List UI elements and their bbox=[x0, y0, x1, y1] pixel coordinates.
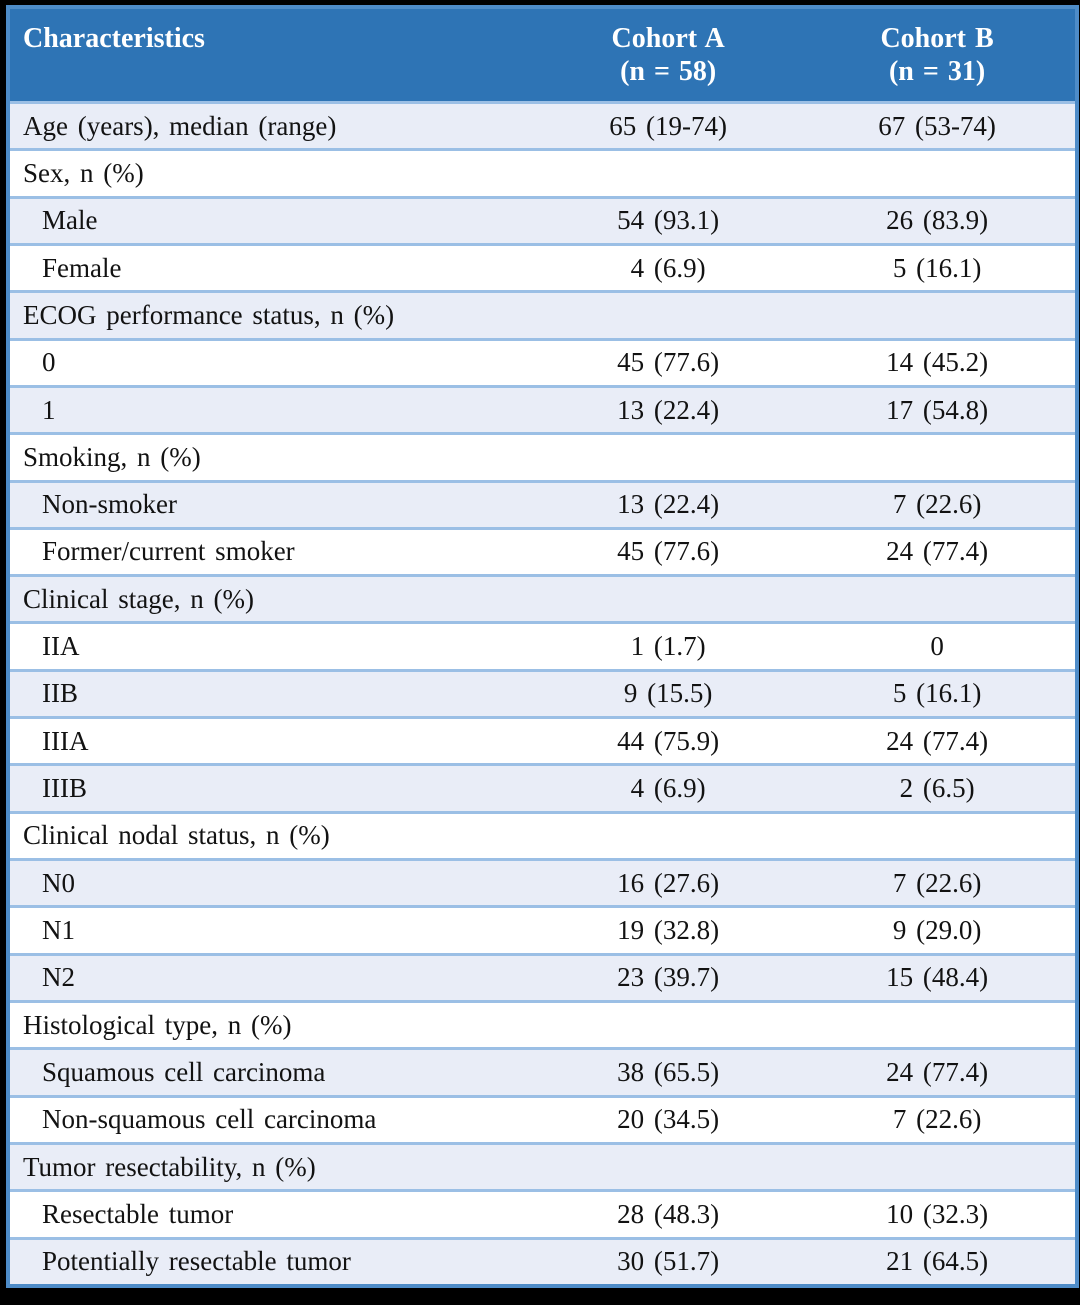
row-label: IIIB bbox=[42, 773, 87, 804]
cohort-a-value: 16 (27.6) bbox=[617, 867, 720, 898]
row-label: Squamous cell carcinoma bbox=[42, 1056, 326, 1087]
cohort-a-value: 9 (15.5) bbox=[623, 678, 713, 709]
cohort-b-value: 5 (16.1) bbox=[892, 678, 982, 709]
header-cohort-a-label: Cohort A bbox=[611, 23, 725, 54]
cohort-b-value: 15 (48.4) bbox=[886, 962, 989, 993]
table-row: Potentially resectable tumor 30 (51.7) 2… bbox=[10, 1239, 1075, 1284]
header-characteristics: Characteristics bbox=[10, 9, 537, 101]
cohort-b-value: 26 (83.9) bbox=[886, 205, 989, 236]
cohort-a-value: 30 (51.7) bbox=[617, 1246, 720, 1277]
table-row: Smoking, n (%) bbox=[10, 435, 1075, 483]
row-label: Former/current smoker bbox=[42, 536, 295, 567]
table-row: Non-smoker 13 (22.4) 7 (22.6) bbox=[10, 482, 1075, 530]
cohort-b-value: 2 (6.5) bbox=[899, 773, 975, 804]
cohort-b-value: 24 (77.4) bbox=[886, 536, 989, 567]
row-label: Resectable tumor bbox=[42, 1198, 234, 1229]
table-row: 0 45 (77.6) 14 (45.2) bbox=[10, 340, 1075, 388]
row-label: Age (years), median (range) bbox=[23, 110, 337, 141]
cohort-a-value: 54 (93.1) bbox=[617, 205, 720, 236]
table-row: Squamous cell carcinoma 38 (65.5) 24 (77… bbox=[10, 1050, 1075, 1098]
row-label: 1 bbox=[42, 394, 56, 425]
cohort-a-value: 45 (77.6) bbox=[617, 347, 720, 378]
cohort-a-value: 65 (19-74) bbox=[609, 110, 728, 141]
cohort-a-value: 44 (75.9) bbox=[617, 725, 720, 756]
table-row: IIB 9 (15.5) 5 (16.1) bbox=[10, 671, 1075, 720]
header-cohort-b-n: (n = 31) bbox=[888, 56, 986, 88]
table-row: Sex, n (%) bbox=[10, 151, 1075, 199]
cohort-a-value: 28 (48.3) bbox=[617, 1198, 720, 1229]
header-cohort-a-n: (n = 58) bbox=[620, 56, 717, 88]
cohort-b-value: 17 (54.8) bbox=[886, 394, 989, 425]
row-label: Histological type, n (%) bbox=[23, 1009, 292, 1040]
cohort-a-value: 13 (22.4) bbox=[617, 394, 720, 425]
table-row: ECOG performance status, n (%) bbox=[10, 293, 1075, 341]
row-label: ECOG performance status, n (%) bbox=[23, 299, 395, 330]
header-cohort-a: Cohort A (n = 58) bbox=[537, 9, 799, 101]
table-row: Male 54 (93.1) 26 (83.9) bbox=[10, 198, 1075, 246]
header-characteristics-label: Characteristics bbox=[23, 23, 205, 54]
row-label: Sex, n (%) bbox=[23, 157, 144, 188]
cohort-a-value: 4 (6.9) bbox=[630, 773, 706, 804]
cohort-a-value: 13 (22.4) bbox=[617, 489, 720, 520]
table-row: Histological type, n (%) bbox=[10, 1002, 1075, 1051]
row-label: Male bbox=[42, 205, 98, 236]
cohort-a-value: 20 (34.5) bbox=[617, 1104, 720, 1135]
table-row: N1 19 (32.8) 9 (29.0) bbox=[10, 908, 1075, 956]
cohort-b-value: 24 (77.4) bbox=[886, 1056, 989, 1087]
table-row: IIA 1 (1.7) 0 bbox=[10, 624, 1075, 672]
cohort-b-value: 5 (16.1) bbox=[892, 252, 982, 283]
row-label: IIA bbox=[42, 631, 80, 662]
table-row: Clinical nodal status, n (%) bbox=[10, 813, 1075, 861]
table-row: Age (years), median (range) 65 (19-74) 6… bbox=[10, 104, 1075, 152]
table-row: N2 23 (39.7) 15 (48.4) bbox=[10, 955, 1075, 1003]
cohort-b-value: 7 (22.6) bbox=[892, 867, 982, 898]
header-cohort-b-label: Cohort B bbox=[880, 23, 994, 54]
table-row: Clinical stage, n (%) bbox=[10, 577, 1075, 625]
cohort-b-value: 21 (64.5) bbox=[886, 1246, 989, 1277]
row-label: Clinical stage, n (%) bbox=[23, 583, 254, 614]
cohort-b-value: 14 (45.2) bbox=[886, 347, 989, 378]
cohort-a-value: 4 (6.9) bbox=[630, 252, 706, 283]
row-label: Potentially resectable tumor bbox=[42, 1246, 351, 1277]
cohort-a-value: 1 (1.7) bbox=[630, 631, 706, 662]
row-label: Non-smoker bbox=[42, 489, 177, 520]
row-label: N2 bbox=[42, 962, 75, 993]
cohort-b-value: 7 (22.6) bbox=[892, 489, 982, 520]
cohort-b-value: 67 (53-74) bbox=[878, 110, 996, 141]
row-label: Female bbox=[42, 252, 122, 283]
table-row: Former/current smoker 45 (77.6) 24 (77.4… bbox=[10, 529, 1075, 578]
table-header: Characteristics Cohort A (n = 58) Cohort… bbox=[10, 9, 1075, 104]
row-label: Smoking, n (%) bbox=[23, 441, 201, 472]
header-cohort-b: Cohort B (n = 31) bbox=[799, 9, 1075, 101]
row-label: Tumor resectability, n (%) bbox=[23, 1151, 316, 1182]
row-label: N0 bbox=[42, 867, 75, 898]
table-row: Resectable tumor 28 (48.3) 10 (32.3) bbox=[10, 1192, 1075, 1240]
cohort-a-value: 23 (39.7) bbox=[617, 962, 720, 993]
table-row: Female 4 (6.9) 5 (16.1) bbox=[10, 245, 1075, 294]
row-label: N1 bbox=[42, 914, 75, 945]
cohort-b-value: 0 bbox=[930, 631, 944, 662]
cohort-b-value: 9 (29.0) bbox=[892, 914, 982, 945]
table-row: N0 16 (27.6) 7 (22.6) bbox=[10, 861, 1075, 909]
row-label: Non-squamous cell carcinoma bbox=[42, 1104, 377, 1135]
row-label: 0 bbox=[42, 347, 56, 378]
table-row: Tumor resectability, n (%) bbox=[10, 1144, 1075, 1193]
cohort-a-value: 19 (32.8) bbox=[617, 914, 720, 945]
characteristics-table: Characteristics Cohort A (n = 58) Cohort… bbox=[6, 5, 1079, 1288]
row-label: IIB bbox=[42, 678, 78, 709]
cohort-a-value: 38 (65.5) bbox=[617, 1056, 720, 1087]
row-label: IIIA bbox=[42, 725, 89, 756]
table-row: 1 13 (22.4) 17 (54.8) bbox=[10, 387, 1075, 436]
cohort-a-value: 45 (77.6) bbox=[617, 536, 720, 567]
table-row: IIIB 4 (6.9) 2 (6.5) bbox=[10, 766, 1075, 814]
row-label: Clinical nodal status, n (%) bbox=[23, 820, 330, 851]
cohort-b-value: 7 (22.6) bbox=[892, 1104, 982, 1135]
table-row: Non-squamous cell carcinoma 20 (34.5) 7 … bbox=[10, 1097, 1075, 1145]
table-row: IIIA 44 (75.9) 24 (77.4) bbox=[10, 719, 1075, 767]
cohort-b-value: 10 (32.3) bbox=[886, 1198, 989, 1229]
cohort-b-value: 24 (77.4) bbox=[886, 725, 989, 756]
